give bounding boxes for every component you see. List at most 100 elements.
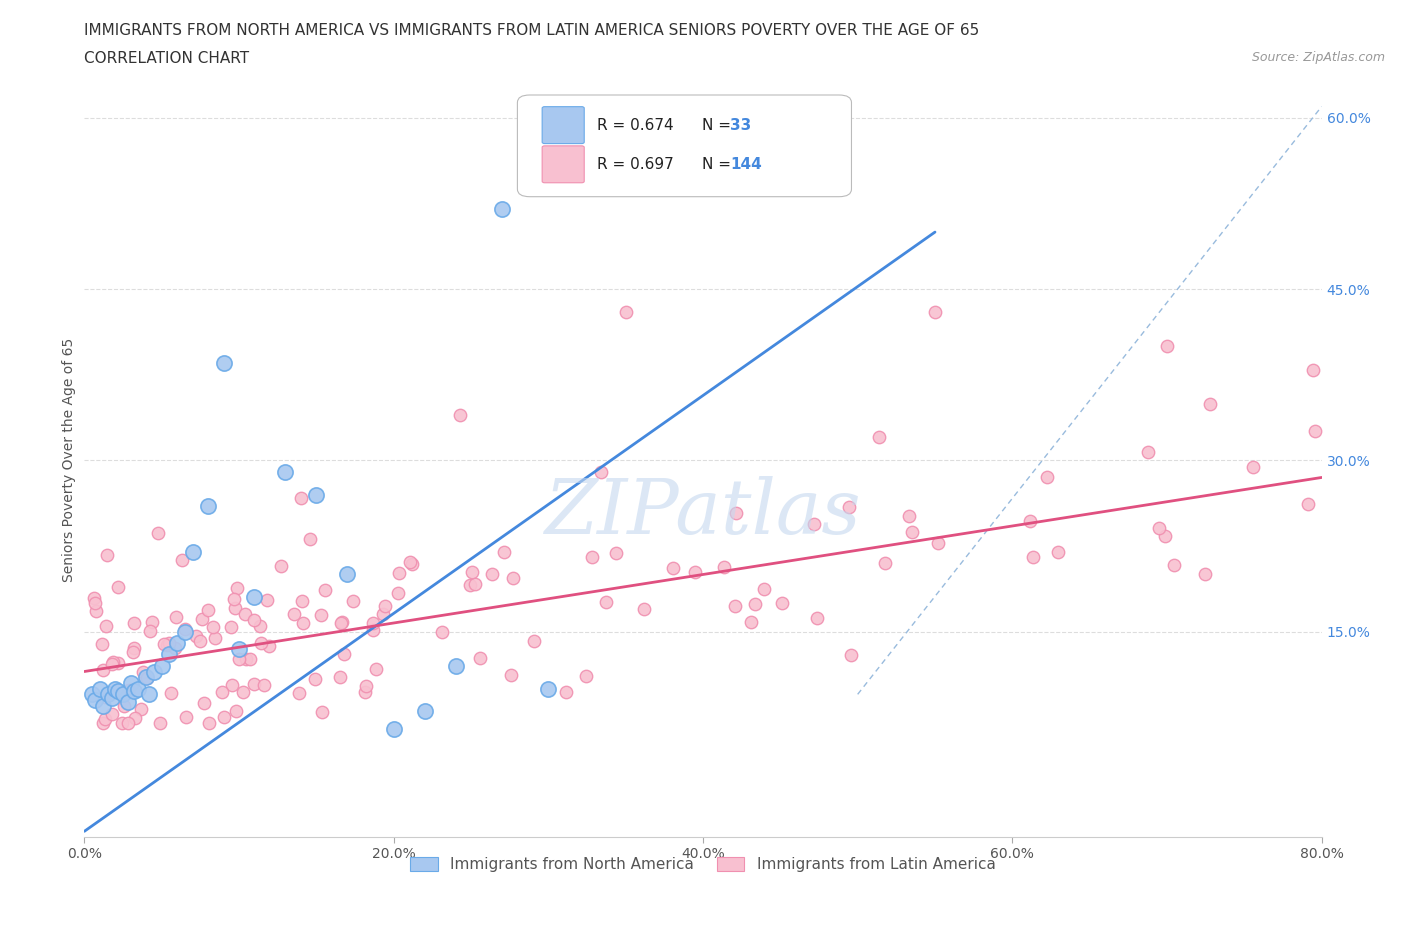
Immigrants from North America — [101, 690, 124, 705]
Immigrants from Latin America — [156, 638, 179, 653]
FancyBboxPatch shape — [543, 146, 585, 183]
Immigrants from Latin America — [228, 651, 250, 666]
Immigrants from North America — [89, 681, 111, 696]
Immigrants from Latin America — [614, 304, 637, 319]
Immigrants from Latin America — [523, 633, 546, 648]
Immigrants from Latin America — [314, 582, 336, 597]
Immigrants from Latin America — [83, 591, 105, 605]
Immigrants from Latin America — [221, 678, 243, 693]
Immigrants from Latin America — [461, 565, 484, 579]
Immigrants from Latin America — [149, 715, 172, 730]
Immigrants from Latin America — [353, 684, 375, 699]
Immigrants from Latin America — [174, 621, 197, 636]
Immigrants from Latin America — [112, 698, 135, 713]
Immigrants from Latin America — [1156, 339, 1178, 353]
Immigrants from Latin America — [581, 550, 603, 565]
Immigrants from Latin America — [1163, 558, 1185, 573]
Text: CORRELATION CHART: CORRELATION CHART — [84, 51, 249, 66]
Immigrants from North America — [82, 687, 104, 702]
Immigrants from North America — [143, 664, 166, 679]
Immigrants from Latin America — [685, 565, 707, 579]
Immigrants from Latin America — [449, 407, 471, 422]
Immigrants from North America — [104, 681, 127, 696]
Immigrants from Latin America — [501, 668, 523, 683]
Immigrants from Latin America — [249, 636, 271, 651]
Immigrants from Latin America — [84, 604, 107, 618]
Immigrants from Latin America — [898, 509, 921, 524]
Immigrants from Latin America — [225, 580, 247, 595]
Immigrants from Latin America — [330, 616, 353, 631]
Immigrants from Latin America — [193, 696, 215, 711]
Immigrants from Latin America — [1137, 445, 1160, 459]
Immigrants from Latin America — [291, 593, 314, 608]
Text: N =: N = — [702, 157, 731, 172]
Immigrants from Latin America — [1046, 545, 1069, 560]
Immigrants from Latin America — [231, 685, 253, 700]
Immigrants from Latin America — [107, 579, 129, 594]
Immigrants from Latin America — [374, 599, 396, 614]
Immigrants from North America — [305, 487, 328, 502]
Immigrants from Latin America — [170, 553, 193, 568]
Immigrants from North America — [84, 693, 107, 708]
Immigrants from Latin America — [371, 606, 394, 621]
Immigrants from Latin America — [803, 517, 825, 532]
Immigrants from Latin America — [243, 676, 266, 691]
Immigrants from North America — [174, 624, 197, 639]
Immigrants from Latin America — [361, 622, 384, 637]
Text: 33: 33 — [730, 117, 751, 133]
Immigrants from Latin America — [605, 546, 627, 561]
Immigrants from Latin America — [204, 631, 226, 645]
Immigrants from North America — [127, 681, 149, 696]
Immigrants from North America — [112, 687, 135, 702]
Immigrants from North America — [212, 356, 235, 371]
Immigrants from Latin America — [117, 683, 139, 698]
Immigrants from Latin America — [141, 615, 163, 630]
Immigrants from Latin America — [122, 641, 145, 656]
Immigrants from Latin America — [292, 616, 315, 631]
Immigrants from Latin America — [174, 710, 197, 724]
Immigrants from Latin America — [148, 526, 170, 541]
Immigrants from Latin America — [329, 670, 352, 684]
Immigrants from North America — [135, 670, 157, 684]
Immigrants from Latin America — [740, 615, 762, 630]
Text: R = 0.697: R = 0.697 — [596, 157, 673, 172]
Immigrants from Latin America — [311, 705, 333, 720]
Immigrants from Latin America — [256, 593, 278, 608]
Text: ZIPatlas: ZIPatlas — [544, 476, 862, 550]
Immigrants from Latin America — [101, 707, 124, 722]
Immigrants from North America — [197, 498, 219, 513]
Immigrants from North America — [382, 721, 405, 736]
Immigrants from North America — [122, 684, 145, 698]
Text: R = 0.674: R = 0.674 — [596, 117, 673, 133]
Immigrants from Latin America — [139, 624, 162, 639]
Immigrants from Latin America — [224, 591, 246, 606]
Immigrants from Latin America — [197, 715, 219, 730]
Immigrants from Latin America — [333, 646, 356, 661]
Immigrants from Latin America — [304, 671, 326, 686]
FancyBboxPatch shape — [543, 107, 585, 143]
Immigrants from Latin America — [1022, 550, 1045, 565]
Immigrants from Latin America — [724, 506, 747, 521]
Immigrants from Latin America — [132, 665, 155, 680]
Immigrants from Latin America — [432, 624, 454, 639]
FancyBboxPatch shape — [517, 95, 852, 197]
Y-axis label: Seniors Poverty Over the Age of 65: Seniors Poverty Over the Age of 65 — [62, 339, 76, 582]
Text: Source: ZipAtlas.com: Source: ZipAtlas.com — [1251, 51, 1385, 64]
Immigrants from Latin America — [160, 685, 183, 700]
Immigrants from North America — [413, 704, 436, 719]
Immigrants from North America — [117, 695, 139, 710]
Immigrants from Latin America — [299, 531, 322, 546]
Immigrants from Latin America — [197, 603, 219, 618]
Immigrants from Latin America — [1199, 397, 1222, 412]
Immigrants from Latin America — [464, 577, 486, 591]
Immigrants from Latin America — [188, 634, 211, 649]
Immigrants from Latin America — [1194, 566, 1216, 581]
Immigrants from Latin America — [470, 650, 492, 665]
Immigrants from Latin America — [927, 536, 949, 551]
Immigrants from North America — [120, 675, 142, 690]
Immigrants from Latin America — [101, 657, 124, 671]
Immigrants from Latin America — [364, 662, 387, 677]
Immigrants from Latin America — [662, 561, 685, 576]
Immigrants from Latin America — [90, 637, 112, 652]
Immigrants from Latin America — [595, 594, 617, 609]
